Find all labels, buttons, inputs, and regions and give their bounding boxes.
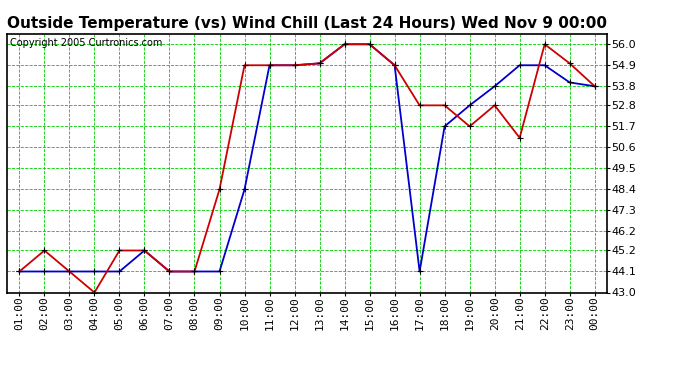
Title: Outside Temperature (vs) Wind Chill (Last 24 Hours) Wed Nov 9 00:00: Outside Temperature (vs) Wind Chill (Las… [7, 16, 607, 31]
Text: Copyright 2005 Curtronics.com: Copyright 2005 Curtronics.com [10, 38, 162, 48]
